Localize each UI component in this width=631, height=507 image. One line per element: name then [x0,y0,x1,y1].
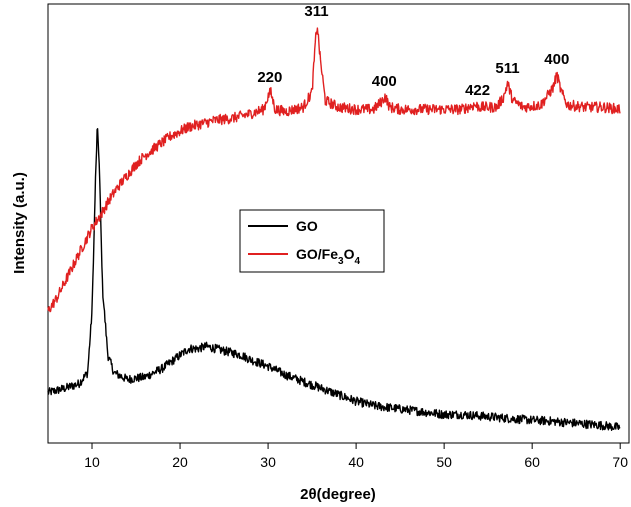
peak-label: 422 [465,82,490,99]
series-line-go-fe3o4 [47,27,621,313]
legend-label-part: O [344,246,355,262]
series-layer [47,27,621,431]
legend-box [239,209,385,273]
legend-label-part: GO [296,218,318,234]
x-tick-label: 10 [84,454,100,470]
series-line-go [47,127,621,431]
x-tick-label: 40 [348,454,364,470]
y-axis-title: Intensity (a.u.) [11,172,28,274]
peak-label: 400 [544,51,569,68]
x-axis-title-part: (degree) [317,486,376,503]
legend: GO GO/Fe3O4 [239,209,385,273]
plot-frame [47,3,630,444]
x-tick-label: 70 [612,454,628,470]
legend-label-subscript: 3 [338,256,344,267]
peak-labels: 220 311 400 422 511 400 [257,3,569,99]
x-axis-title: 2θ(degree) [300,486,376,503]
peak-label: 220 [257,69,282,86]
peak-label: 400 [372,73,397,90]
peak-label: 311 [304,3,328,20]
x-tick-label: 30 [260,454,276,470]
x-axis-title-part: θ [309,486,317,503]
x-tick-label: 60 [524,454,540,470]
legend-label-subscript: 4 [354,256,360,267]
x-axis-title-part: 2 [300,486,308,503]
peak-label: 511 [495,60,519,77]
legend-label-go: GO [296,218,318,234]
x-tick-label: 50 [436,454,452,470]
legend-label-go-fe3o4: GO/Fe3O4 [296,246,360,267]
legend-label-part: GO/Fe [296,246,338,262]
x-tick-label: 20 [172,454,188,470]
x-axis-ticks: 10 20 30 40 50 60 70 [84,443,628,470]
